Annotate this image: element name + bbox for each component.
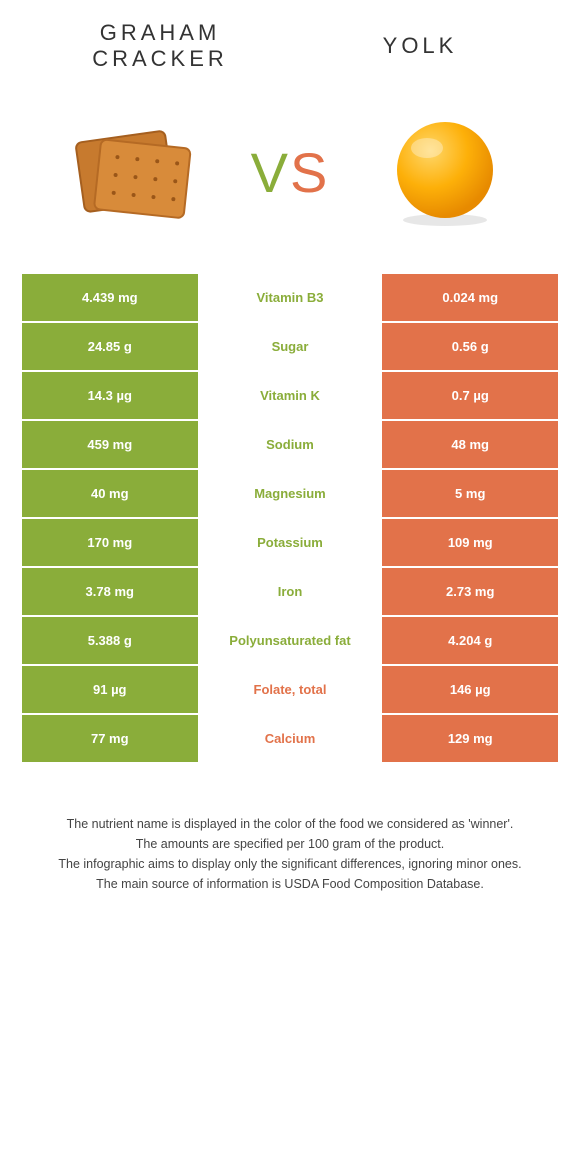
graham-cracker-image [60,112,210,232]
left-value: 77 mg [21,714,199,763]
nutrient-name: Potassium [199,518,382,567]
table-row: 77 mgCalcium129 mg [21,714,559,763]
hero-row: VS [0,82,580,272]
footer-notes: The nutrient name is displayed in the co… [0,764,580,924]
vs-label: VS [251,140,330,205]
table-row: 3.78 mgIron2.73 mg [21,567,559,616]
nutrient-name: Sugar [199,322,382,371]
table-row: 40 mgMagnesium5 mg [21,469,559,518]
left-value: 5.388 g [21,616,199,665]
left-value: 4.439 mg [21,273,199,322]
right-value: 4.204 g [381,616,559,665]
table-row: 5.388 gPolyunsaturated fat4.204 g [21,616,559,665]
table-row: 4.439 mgVitamin B30.024 mg [21,273,559,322]
right-value: 0.024 mg [381,273,559,322]
left-value: 459 mg [21,420,199,469]
footer-line-1: The nutrient name is displayed in the co… [30,814,550,834]
nutrient-name: Magnesium [199,469,382,518]
food2-title: YOLK [290,33,550,59]
left-value: 170 mg [21,518,199,567]
nutrient-name: Vitamin B3 [199,273,382,322]
right-value: 0.56 g [381,322,559,371]
table-row: 14.3 µgVitamin K0.7 µg [21,371,559,420]
left-value: 3.78 mg [21,567,199,616]
right-value: 109 mg [381,518,559,567]
nutrient-name: Calcium [199,714,382,763]
vs-v: V [251,141,290,204]
nutrient-name: Iron [199,567,382,616]
left-value: 14.3 µg [21,371,199,420]
footer-line-3: The infographic aims to display only the… [30,854,550,874]
food1-title: GRAHAM CRACKER [30,20,290,72]
header: GRAHAM CRACKER YOLK [0,0,580,82]
comparison-table: 4.439 mgVitamin B30.024 mg24.85 gSugar0.… [20,272,560,764]
table-row: 459 mgSodium48 mg [21,420,559,469]
right-value: 146 µg [381,665,559,714]
table-row: 91 µgFolate, total146 µg [21,665,559,714]
right-value: 48 mg [381,420,559,469]
left-value: 40 mg [21,469,199,518]
nutrient-name: Polyunsaturated fat [199,616,382,665]
right-value: 129 mg [381,714,559,763]
vs-s: S [290,141,329,204]
nutrient-name: Sodium [199,420,382,469]
nutrient-name: Folate, total [199,665,382,714]
left-value: 24.85 g [21,322,199,371]
footer-line-2: The amounts are specified per 100 gram o… [30,834,550,854]
yolk-image [370,112,520,232]
right-value: 0.7 µg [381,371,559,420]
footer-line-4: The main source of information is USDA F… [30,874,550,894]
left-value: 91 µg [21,665,199,714]
table-row: 170 mgPotassium109 mg [21,518,559,567]
nutrient-name: Vitamin K [199,371,382,420]
table-row: 24.85 gSugar0.56 g [21,322,559,371]
right-value: 5 mg [381,469,559,518]
right-value: 2.73 mg [381,567,559,616]
